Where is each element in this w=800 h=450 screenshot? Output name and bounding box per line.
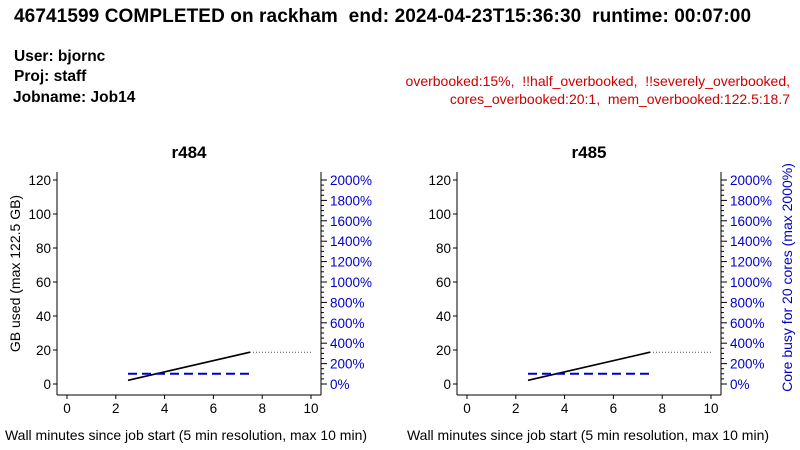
chart-1-y-axis-label: GB used (max 122.5 GB) <box>7 195 23 352</box>
chart-1-y2-tick-label: 200% <box>330 357 365 372</box>
chart-1-y2-tick-label: 1600% <box>330 214 372 229</box>
chart-1-y2-tick-label: 1400% <box>330 234 372 249</box>
chart-1-memory-usage-line <box>127 351 251 382</box>
chart-2-y2-tick-label: 600% <box>730 316 765 331</box>
chart-2-y2-tick-label: 1800% <box>730 193 772 208</box>
chart-2-x-axis-label: Wall minutes since job start (5 min reso… <box>407 427 769 443</box>
chart-1-x-tick-label: 0 <box>63 401 71 416</box>
chart-2-y-tick-label: 20 <box>436 343 451 358</box>
chart-1-x-tick-label: 10 <box>303 401 318 416</box>
chart-1-x-tick-label: 8 <box>258 401 266 416</box>
chart-1-y-tick-label: 120 <box>28 173 51 188</box>
chart-2-y-tick-label: 120 <box>428 173 451 188</box>
chart-2-y-tick-label: 80 <box>436 241 451 256</box>
chart-1-x-axis-label: Wall minutes since job start (5 min reso… <box>5 427 367 443</box>
chart-2-y-tick-label: 60 <box>436 275 451 290</box>
chart-2-y2-tick-label: 800% <box>730 295 765 310</box>
chart-2-y2-tick-label: 400% <box>730 336 765 351</box>
chart-2-y-tick-label: 100 <box>428 207 451 222</box>
chart-1-y2-tick-label: 1000% <box>330 275 372 290</box>
chart-2-title: r485 <box>572 143 607 162</box>
chart-2-x-tick-label: 2 <box>512 401 520 416</box>
chart-1-y2-tick-label: 600% <box>330 316 365 331</box>
chart-2-y-tick-label: 0 <box>443 377 451 392</box>
chart-1-title: r484 <box>172 143 208 162</box>
overbooking-flags-line-2: cores_overbooked:20:1, mem_overbooked:12… <box>449 91 790 107</box>
chart-2-y2-axis-label: Core busy for 20 cores (max 2000%) <box>779 163 795 392</box>
chart-2-y2-tick-label: 1400% <box>730 234 772 249</box>
chart-2-y2-tick-label: 1200% <box>730 255 772 270</box>
chart-2-y2-tick-label: 0% <box>730 377 750 392</box>
chart-1-x-tick-label: 4 <box>161 401 169 416</box>
chart-1-y-tick-label: 60 <box>36 275 51 290</box>
chart-2-x-tick-label: 4 <box>561 401 569 416</box>
chart-1-x-tick-label: 2 <box>112 401 120 416</box>
chart-1-y2-tick-label: 400% <box>330 336 365 351</box>
chart-2-y2-tick-label: 2000% <box>730 173 772 188</box>
chart-2-memory-usage-line <box>527 351 651 382</box>
chart-1-y-tick-label: 100 <box>28 207 51 222</box>
chart-1-y2-tick-label: 1200% <box>330 255 372 270</box>
user-label: User: bjornc <box>14 48 106 65</box>
chart-2-y2-tick-label: 1600% <box>730 214 772 229</box>
chart-2-y-tick-label: 40 <box>436 309 451 324</box>
job-summary-title: 46741599 COMPLETED on rackham end: 2024-… <box>14 6 752 27</box>
chart-1-y-tick-label: 20 <box>36 343 51 358</box>
chart-2-x-tick-label: 0 <box>463 401 471 416</box>
chart-1-y-tick-label: 0 <box>43 377 51 392</box>
chart-2-x-tick-label: 8 <box>658 401 666 416</box>
chart-1-x-tick-label: 6 <box>210 401 218 416</box>
overbooking-flags-line-1: overbooked:15%, !!half_overbooked, !!sev… <box>405 73 790 89</box>
chart-1-y2-tick-label: 1800% <box>330 193 372 208</box>
chart-2-y2-tick-label: 1000% <box>730 275 772 290</box>
chart-1-y2-tick-label: 800% <box>330 295 365 310</box>
chart-2-x-tick-label: 6 <box>610 401 618 416</box>
project-label: Proj: staff <box>14 68 87 85</box>
chart-1-y2-tick-label: 0% <box>330 377 350 392</box>
chart-1-y2-tick-label: 2000% <box>330 173 372 188</box>
chart-2-x-tick-label: 10 <box>703 401 718 416</box>
chart-1-y-tick-label: 40 <box>36 309 51 324</box>
chart-1-y-tick-label: 80 <box>36 241 51 256</box>
jobname-label: Jobname: Job14 <box>13 89 136 106</box>
chart-2-y2-tick-label: 200% <box>730 357 765 372</box>
